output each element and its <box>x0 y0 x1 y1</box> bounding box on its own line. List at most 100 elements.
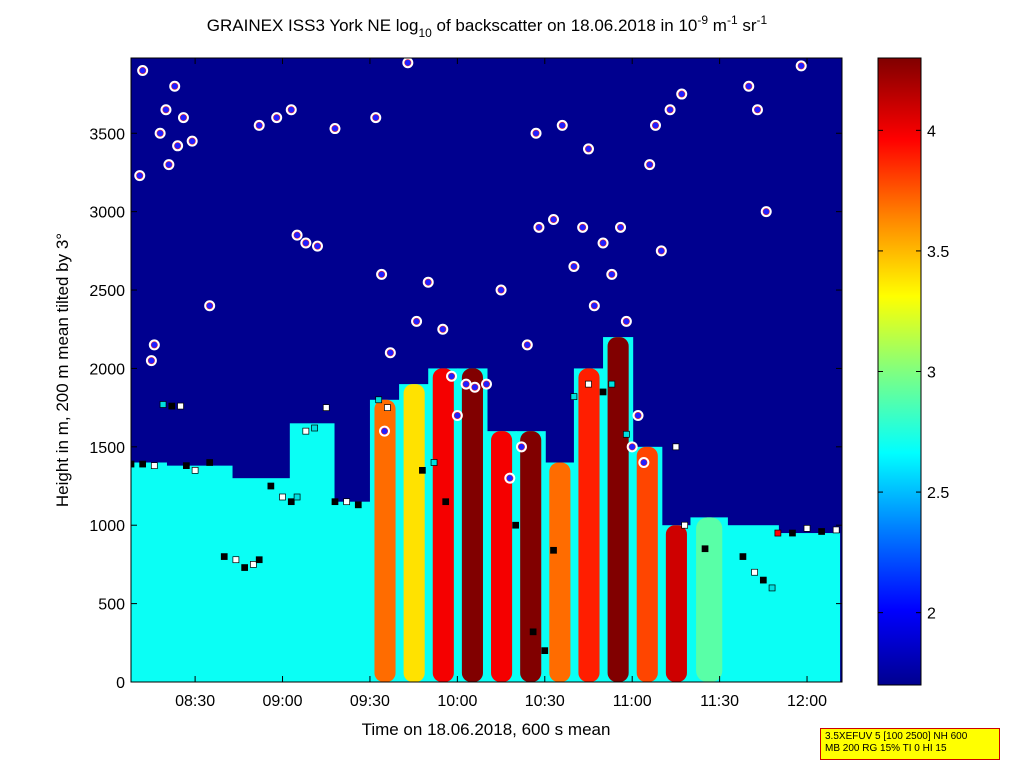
bl-column <box>821 533 841 682</box>
layer-marker <box>232 556 240 564</box>
cloud-marker-core <box>535 224 542 231</box>
backscatter-heatmap <box>131 337 841 682</box>
layer-marker <box>206 459 214 466</box>
layer-marker <box>672 443 680 451</box>
layer-marker <box>599 388 607 396</box>
cloud-marker-core <box>273 114 280 121</box>
layer-marker <box>375 396 383 404</box>
x-tick-label: 09:30 <box>350 693 390 710</box>
cloud-marker-core <box>570 263 577 270</box>
cloud-marker-core <box>518 443 525 450</box>
cloud-marker-core <box>314 243 321 250</box>
cloud-marker-core <box>463 381 470 388</box>
cloud-marker-core <box>579 224 586 231</box>
cloud-marker-core <box>189 138 196 145</box>
cloud-marker-core <box>646 161 653 168</box>
layer-marker <box>322 404 330 411</box>
cloud-marker-core <box>559 122 566 129</box>
x-tick-label: 11:30 <box>700 693 739 710</box>
plume-core <box>432 368 454 682</box>
cloud-marker-core <box>798 62 805 69</box>
layer-marker <box>789 529 796 537</box>
colorbar: 2 2.5 3 3.5 4 <box>877 57 949 686</box>
cloud-marker-core <box>745 83 752 90</box>
layer-marker <box>751 568 758 576</box>
cloud-marker-core <box>550 216 557 223</box>
layer-marker <box>255 556 263 564</box>
cloud-marker-core <box>591 302 598 309</box>
layer-marker <box>529 628 537 636</box>
plume-core <box>636 446 658 682</box>
layer-marker <box>250 561 257 568</box>
cloud-marker-core <box>524 341 531 348</box>
cloud-marker-core <box>331 125 338 132</box>
cloud-marker-core <box>623 318 630 325</box>
info-line-2: MB 200 RG 15% TI 0 HI 15 <box>825 743 947 754</box>
layer-marker <box>774 529 782 537</box>
bl-column <box>231 478 291 682</box>
cloud-marker-core <box>635 412 642 419</box>
y-tick-label: 0 <box>116 675 125 692</box>
cloud-marker-core <box>617 224 624 231</box>
info-line-1: 3.5XEFUV 5 [100 2500] NH 600 <box>825 731 968 742</box>
layer-marker <box>279 493 286 501</box>
y-tick-label: 2000 <box>89 361 125 378</box>
cloud-marker-core <box>448 373 455 380</box>
layer-marker <box>241 564 248 571</box>
cloud-marker-core <box>165 161 172 168</box>
plume-core <box>665 525 687 682</box>
plume-core <box>520 431 542 682</box>
bl-column <box>333 501 371 682</box>
layer-marker <box>331 498 339 506</box>
chart-title: GRAINEX ISS3 York NE log10 of backscatte… <box>207 13 768 40</box>
cloud-marker-core <box>302 240 309 247</box>
colorbar-tick-label: 2 <box>927 606 936 623</box>
settings-info-box: 3.5XEFUV 5 [100 2500] NH 600 MB 200 RG 1… <box>820 728 1000 760</box>
layer-marker <box>183 462 190 469</box>
bl-column <box>131 462 167 682</box>
plume-core <box>374 399 396 682</box>
layer-marker <box>150 462 158 469</box>
plume-core <box>461 368 483 682</box>
plume-core <box>578 368 600 682</box>
layer-marker <box>131 460 135 468</box>
y-tick-label: 1000 <box>89 518 125 535</box>
cloud-marker-core <box>454 412 461 419</box>
layer-marker <box>168 402 176 410</box>
layer-marker <box>681 521 688 529</box>
bl-column <box>777 533 823 682</box>
layer-marker <box>311 424 318 432</box>
cloud-marker-core <box>425 279 432 286</box>
cloud-marker-core <box>157 130 164 137</box>
colorbar-ticks: 2 2.5 3 3.5 4 <box>878 123 949 623</box>
cloud-marker-core <box>404 59 411 66</box>
bl-column <box>726 525 779 682</box>
cloud-marker-core <box>180 114 187 121</box>
layer-marker <box>550 546 557 554</box>
colorbar-tick-label: 4 <box>927 123 936 140</box>
y-tick-label: 3500 <box>89 126 125 143</box>
layer-marker <box>267 482 275 490</box>
x-tick-label: 10:30 <box>525 693 565 710</box>
layer-marker <box>384 404 391 411</box>
cloud-marker-core <box>256 122 263 129</box>
y-axis-label: Height in m, 200 m mean tilted by 3° <box>53 233 72 507</box>
layer-marker <box>354 501 362 509</box>
layer-marker <box>768 584 776 592</box>
x-tick-label: 10:00 <box>437 693 477 710</box>
x-tick-label: 09:00 <box>263 693 303 710</box>
plot-area <box>130 57 843 683</box>
cloud-marker-core <box>506 475 513 482</box>
cloud-marker-core <box>381 428 388 435</box>
layer-marker <box>803 525 811 532</box>
layer-marker <box>623 430 630 438</box>
detection-markers <box>131 58 840 654</box>
cloud-marker-core <box>640 459 647 466</box>
layer-marker <box>442 498 450 506</box>
layer-marker <box>302 427 310 435</box>
x-tick-label: 12:00 <box>787 693 827 710</box>
plot-frame <box>130 57 843 683</box>
layer-marker <box>818 528 825 535</box>
layer-marker <box>343 498 350 506</box>
